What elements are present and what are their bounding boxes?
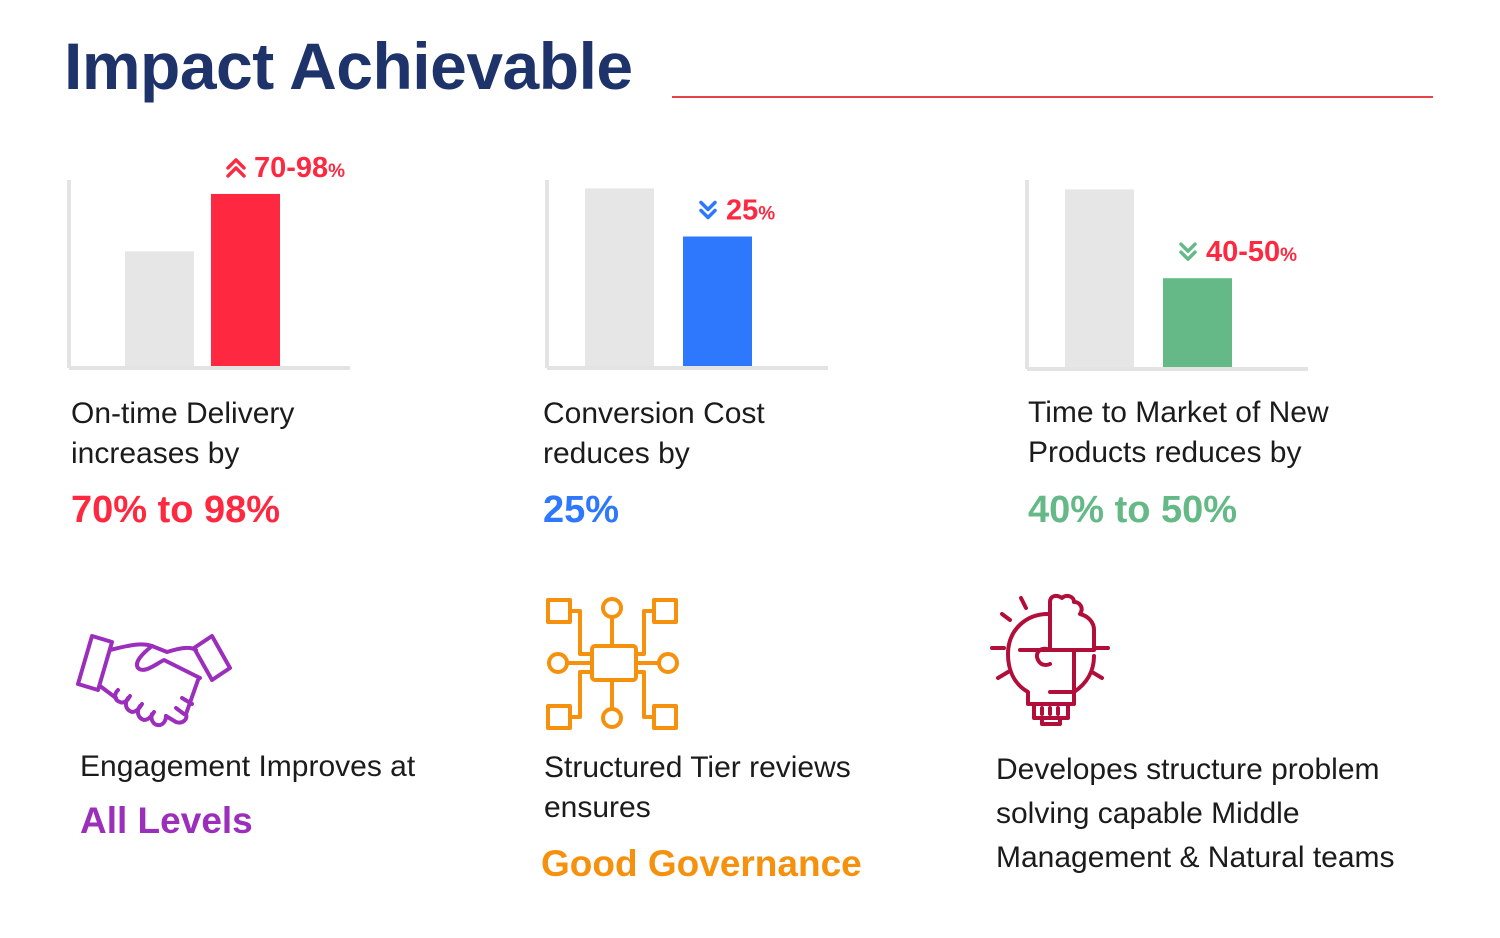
chart-bar-after bbox=[211, 193, 280, 366]
chevron-double-down-icon bbox=[1179, 242, 1197, 261]
chart-bar-after bbox=[683, 236, 752, 366]
feature-line: Developes structure problem bbox=[996, 753, 1380, 786]
chart-data-label-number: 70-98 bbox=[254, 152, 328, 184]
chart-data-label-number: 25 bbox=[726, 195, 758, 227]
puzzle-lightbulb-icon bbox=[990, 593, 1110, 726]
description-line: Conversion Cost bbox=[543, 397, 765, 430]
chevron-line bbox=[699, 200, 717, 212]
feature-line: solving capable Middle bbox=[996, 797, 1300, 830]
chart-data-label: 25% bbox=[726, 195, 775, 227]
chart-data-label-percent: % bbox=[758, 204, 775, 225]
description-line: increases by bbox=[71, 437, 240, 470]
description-line: reduces by bbox=[543, 437, 690, 470]
page-title: Impact Achievable bbox=[64, 29, 633, 103]
description-line: On-time Delivery bbox=[71, 397, 295, 430]
chevron-double-up-icon bbox=[226, 158, 246, 178]
chevron-line bbox=[1179, 242, 1197, 253]
on-time-delivery-chart: 70-98% bbox=[67, 152, 350, 370]
conversion-cost-description: Conversion Cost reduces by bbox=[543, 394, 765, 474]
chart-bar-before bbox=[125, 251, 194, 366]
chevron-double-down-icon bbox=[699, 200, 717, 220]
handshake-icon bbox=[76, 634, 232, 728]
chart-bar-before bbox=[585, 188, 654, 366]
circuit-network-icon bbox=[546, 597, 679, 730]
feature-line: Structured Tier reviews bbox=[544, 751, 851, 784]
chart-data-label-percent: % bbox=[1280, 245, 1297, 266]
conversion-cost-chart: 25% bbox=[545, 180, 828, 370]
engagement-highlight: All Levels bbox=[80, 800, 253, 841]
description-line: Time to Market of New bbox=[1028, 396, 1329, 429]
title-underline-rule bbox=[672, 96, 1433, 98]
chart-data-label-percent: % bbox=[328, 161, 345, 182]
chart-bar-after bbox=[1163, 278, 1232, 367]
chart-data-label: 70-98% bbox=[254, 152, 345, 184]
time-to-market-value: 40% to 50% bbox=[1028, 489, 1238, 531]
conversion-cost-value: 25% bbox=[543, 489, 620, 531]
on-time-delivery-description: On-time Delivery increases by bbox=[71, 394, 294, 474]
time-to-market-description: Time to Market of New Products reduces b… bbox=[1028, 393, 1329, 473]
feature-line: Management & Natural teams bbox=[996, 841, 1395, 874]
chevron-line bbox=[1179, 250, 1197, 261]
feature-line: ensures bbox=[544, 791, 651, 824]
problem-solving-feature-text: Developes structure problem solving capa… bbox=[996, 748, 1395, 880]
feature-line: Engagement Improves at bbox=[80, 750, 416, 783]
chevron-line bbox=[226, 158, 246, 170]
on-time-delivery-value: 70% to 98% bbox=[71, 489, 281, 531]
time-to-market-chart: 40-50% bbox=[1025, 180, 1308, 371]
governance-feature-text: Structured Tier reviews ensures bbox=[544, 747, 851, 829]
engagement-feature-text: Engagement Improves at bbox=[80, 746, 415, 788]
description-line: Products reduces by bbox=[1028, 436, 1302, 469]
chart-data-label: 40-50% bbox=[1206, 236, 1297, 268]
chevron-line bbox=[699, 208, 717, 220]
chart-data-label-number: 40-50 bbox=[1206, 236, 1280, 268]
governance-highlight: Good Governance bbox=[541, 843, 862, 884]
chart-bar-before bbox=[1065, 189, 1134, 367]
chevron-line bbox=[226, 166, 246, 178]
